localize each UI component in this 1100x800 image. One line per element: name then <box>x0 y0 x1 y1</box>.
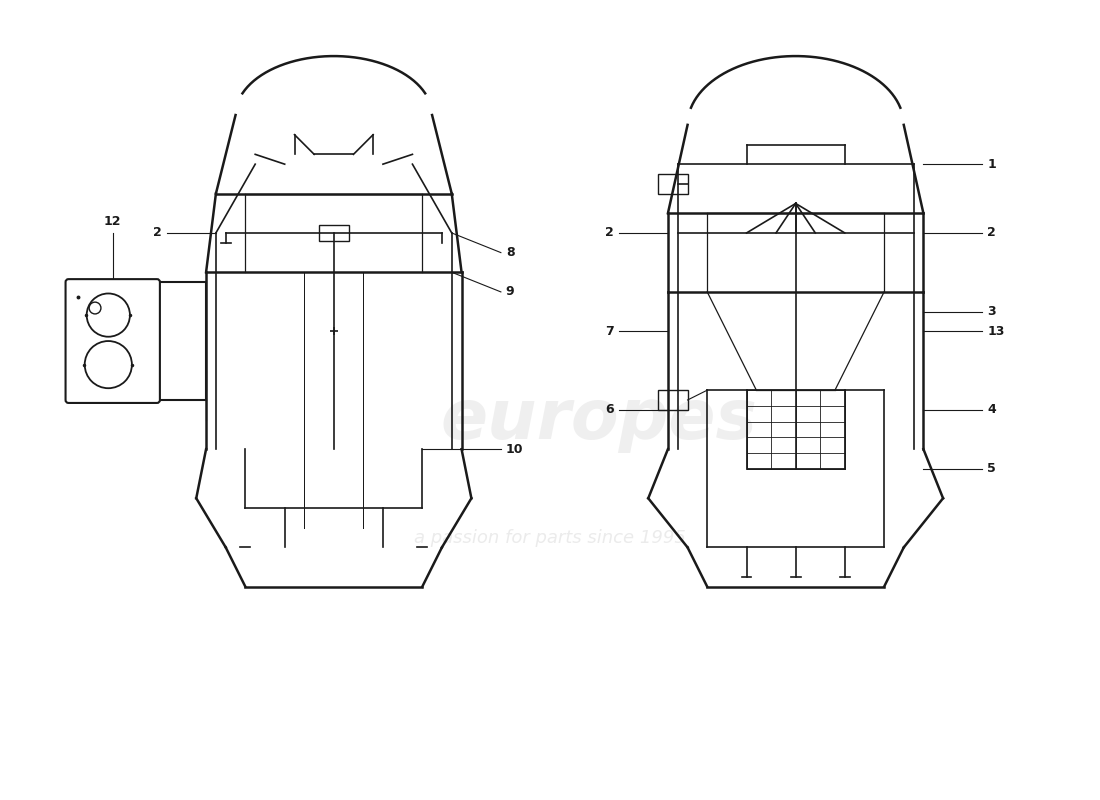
Text: 13: 13 <box>988 325 1004 338</box>
Text: a passion for parts since 1995: a passion for parts since 1995 <box>414 529 686 546</box>
Text: 12: 12 <box>104 215 121 228</box>
Text: 6: 6 <box>605 403 614 416</box>
Text: 2: 2 <box>988 226 996 239</box>
Text: 9: 9 <box>506 286 515 298</box>
Text: europes: europes <box>441 386 758 453</box>
Text: 2: 2 <box>605 226 614 239</box>
Text: 4: 4 <box>988 403 996 416</box>
Text: 7: 7 <box>605 325 614 338</box>
Text: 1: 1 <box>988 158 996 170</box>
Bar <box>658 174 688 194</box>
Text: 10: 10 <box>506 442 524 456</box>
Text: 5: 5 <box>988 462 996 475</box>
Bar <box>658 390 688 410</box>
Bar <box>319 225 349 241</box>
Text: 3: 3 <box>988 305 996 318</box>
FancyBboxPatch shape <box>66 279 160 403</box>
Bar <box>747 390 845 469</box>
Text: 2: 2 <box>153 226 162 239</box>
Text: 8: 8 <box>506 246 515 259</box>
